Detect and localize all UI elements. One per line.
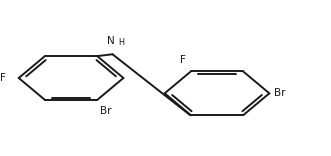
Text: N: N [107,36,115,46]
Text: F: F [0,73,6,83]
Text: Br: Br [100,106,112,116]
Text: F: F [180,55,186,65]
Text: Br: Br [274,88,286,98]
Text: H: H [118,38,124,47]
